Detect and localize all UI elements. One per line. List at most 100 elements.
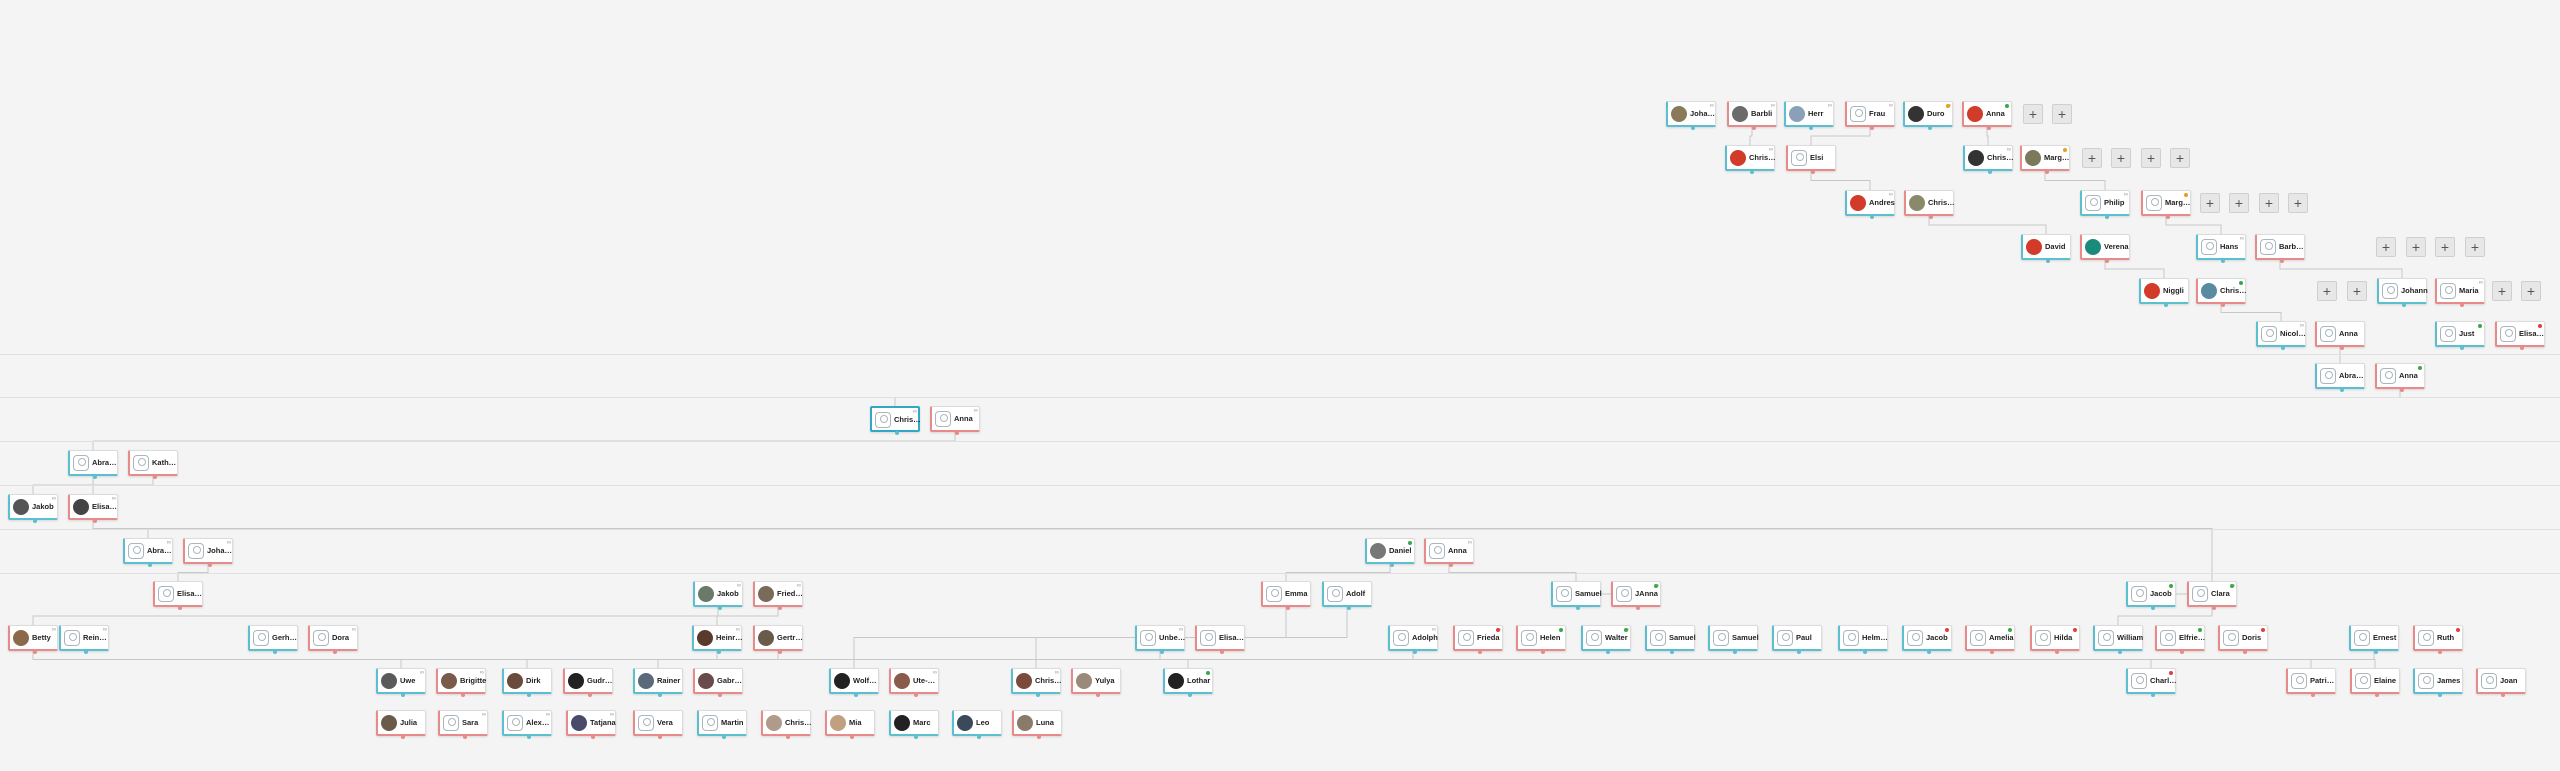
expand-dot-icon[interactable] xyxy=(588,693,592,697)
expand-dot-icon[interactable] xyxy=(2340,346,2344,350)
expand-dot-icon[interactable] xyxy=(1870,215,1874,219)
expand-dot-icon[interactable] xyxy=(93,475,97,479)
person-card[interactable]: Gabriele xyxy=(693,668,744,697)
person-card[interactable]: Luna xyxy=(1012,710,1062,739)
add-parent-button[interactable]: + xyxy=(2052,104,2072,124)
person-card[interactable]: Heinrich∞ xyxy=(692,625,743,654)
expand-dot-icon[interactable] xyxy=(1576,606,1580,610)
person-card[interactable]: Yulya xyxy=(1071,668,1121,697)
expand-dot-icon[interactable] xyxy=(2180,650,2184,654)
expand-dot-icon[interactable] xyxy=(333,650,337,654)
expand-dot-icon[interactable] xyxy=(1541,650,1545,654)
person-card[interactable]: Clara∞ xyxy=(2187,581,2237,610)
expand-dot-icon[interactable] xyxy=(2402,303,2406,307)
person-card[interactable]: Leo xyxy=(952,710,1002,739)
person-card[interactable]: Elaine xyxy=(2350,668,2400,697)
person-card[interactable]: Reinho...∞ xyxy=(59,625,110,654)
expand-dot-icon[interactable] xyxy=(977,735,981,739)
person-card[interactable]: Adolf xyxy=(1322,581,1372,610)
person-card[interactable]: Tatjana ∞ xyxy=(566,710,616,739)
person-card[interactable]: Anna xyxy=(2375,363,2425,392)
expand-dot-icon[interactable] xyxy=(2105,259,2109,263)
expand-dot-icon[interactable] xyxy=(854,693,858,697)
person-card[interactable]: Gudrun xyxy=(563,668,614,697)
person-card[interactable]: Abrah... xyxy=(2315,363,2366,392)
person-card[interactable]: Johann xyxy=(2377,278,2428,307)
person-card[interactable]: Herr ∞ xyxy=(1784,101,1834,130)
expand-dot-icon[interactable] xyxy=(1752,126,1756,130)
expand-dot-icon[interactable] xyxy=(273,650,277,654)
person-card[interactable]: Margar... xyxy=(2020,145,2071,174)
expand-dot-icon[interactable] xyxy=(461,693,465,697)
expand-dot-icon[interactable] xyxy=(1449,563,1453,567)
add-parent-button[interactable]: + xyxy=(2288,193,2308,213)
expand-dot-icon[interactable] xyxy=(1096,693,1100,697)
expand-dot-icon[interactable] xyxy=(850,735,854,739)
person-card[interactable]: Nicolaus∞ xyxy=(2256,321,2307,350)
person-card[interactable]: Hans ∞ xyxy=(2196,234,2246,263)
person-card[interactable]: Christi...∞ xyxy=(870,406,921,435)
person-card[interactable]: Daniel xyxy=(1365,538,1415,567)
expand-dot-icon[interactable] xyxy=(1347,606,1351,610)
expand-dot-icon[interactable] xyxy=(2151,606,2155,610)
person-card[interactable]: Ernest xyxy=(2349,625,2399,654)
person-card[interactable]: Andres ∞ xyxy=(1845,190,1895,219)
person-card[interactable]: Lothar xyxy=(1163,668,1213,697)
person-card[interactable]: Verena xyxy=(2080,234,2130,263)
expand-dot-icon[interactable] xyxy=(2151,693,2155,697)
expand-dot-icon[interactable] xyxy=(1990,650,1994,654)
person-card[interactable]: Maria ∞ xyxy=(2435,278,2485,307)
expand-dot-icon[interactable] xyxy=(2281,346,2285,350)
add-parent-button[interactable]: + xyxy=(2200,193,2220,213)
expand-dot-icon[interactable] xyxy=(2105,215,2109,219)
add-parent-button[interactable]: + xyxy=(2376,237,2396,257)
person-card[interactable]: Samuel xyxy=(1551,581,1602,610)
expand-dot-icon[interactable] xyxy=(1670,650,1674,654)
person-card[interactable]: Jacob xyxy=(1902,625,1952,654)
expand-dot-icon[interactable] xyxy=(401,693,405,697)
person-card[interactable]: Elsi xyxy=(1786,145,1836,174)
person-card[interactable]: Rainer xyxy=(633,668,683,697)
expand-dot-icon[interactable] xyxy=(1286,606,1290,610)
person-card[interactable]: Betty ∞ xyxy=(8,625,58,654)
person-card[interactable]: Elisab... ∞ xyxy=(68,494,119,523)
expand-dot-icon[interactable] xyxy=(527,735,531,739)
expand-dot-icon[interactable] xyxy=(722,735,726,739)
person-card[interactable]: Joan xyxy=(2476,668,2526,697)
expand-dot-icon[interactable] xyxy=(2438,693,2442,697)
expand-dot-icon[interactable] xyxy=(2460,303,2464,307)
expand-dot-icon[interactable] xyxy=(2045,170,2049,174)
expand-dot-icon[interactable] xyxy=(1037,735,1041,739)
person-card[interactable]: Helmut J xyxy=(1838,625,1889,654)
person-card[interactable]: Gertrud xyxy=(753,625,804,654)
person-card[interactable]: Margret xyxy=(2141,190,2192,219)
person-card[interactable]: Duro∞ xyxy=(1903,101,1953,130)
person-card[interactable]: Patricia xyxy=(2286,668,2337,697)
person-card[interactable]: Just xyxy=(2435,321,2485,350)
expand-dot-icon[interactable] xyxy=(1811,170,1815,174)
person-card[interactable]: Charles xyxy=(2126,668,2177,697)
person-card[interactable]: Frieda∞ xyxy=(1453,625,1503,654)
expand-dot-icon[interactable] xyxy=(84,650,88,654)
expand-dot-icon[interactable] xyxy=(1927,650,1931,654)
expand-dot-icon[interactable] xyxy=(401,735,405,739)
person-card[interactable]: Christen∞ xyxy=(1725,145,1776,174)
person-card[interactable]: Gerhard xyxy=(248,625,299,654)
person-card[interactable]: Abrah... xyxy=(68,450,119,479)
person-card[interactable]: James xyxy=(2413,668,2463,697)
person-card[interactable]: Johanna∞ xyxy=(183,538,234,567)
add-parent-button[interactable]: + xyxy=(2082,148,2102,168)
expand-dot-icon[interactable] xyxy=(1750,170,1754,174)
expand-dot-icon[interactable] xyxy=(2460,346,2464,350)
expand-dot-icon[interactable] xyxy=(1036,693,1040,697)
add-parent-button[interactable]: + xyxy=(2023,104,2043,124)
expand-dot-icon[interactable] xyxy=(148,563,152,567)
expand-dot-icon[interactable] xyxy=(658,735,662,739)
person-card[interactable]: Anna xyxy=(1962,101,2012,130)
person-card[interactable]: Dora ∞ xyxy=(308,625,358,654)
person-card[interactable]: Anna xyxy=(2315,321,2365,350)
expand-dot-icon[interactable] xyxy=(2340,388,2344,392)
person-card[interactable]: Niggli xyxy=(2139,278,2189,307)
expand-dot-icon[interactable] xyxy=(591,735,595,739)
